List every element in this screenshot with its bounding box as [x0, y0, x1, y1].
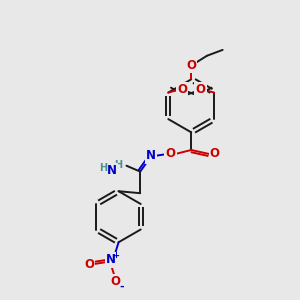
Text: O: O [166, 147, 176, 161]
Text: N: N [146, 149, 156, 162]
Text: +: + [112, 250, 119, 260]
Text: H: H [115, 160, 123, 170]
Text: H: H [99, 163, 107, 173]
Text: O: O [84, 258, 94, 271]
Text: O: O [177, 83, 187, 96]
Text: -: - [119, 281, 124, 291]
Text: O: O [195, 83, 206, 96]
Text: O: O [210, 147, 220, 161]
Text: N: N [106, 254, 116, 266]
Text: O: O [186, 59, 196, 72]
Text: N: N [107, 164, 117, 177]
Text: O: O [111, 275, 121, 288]
